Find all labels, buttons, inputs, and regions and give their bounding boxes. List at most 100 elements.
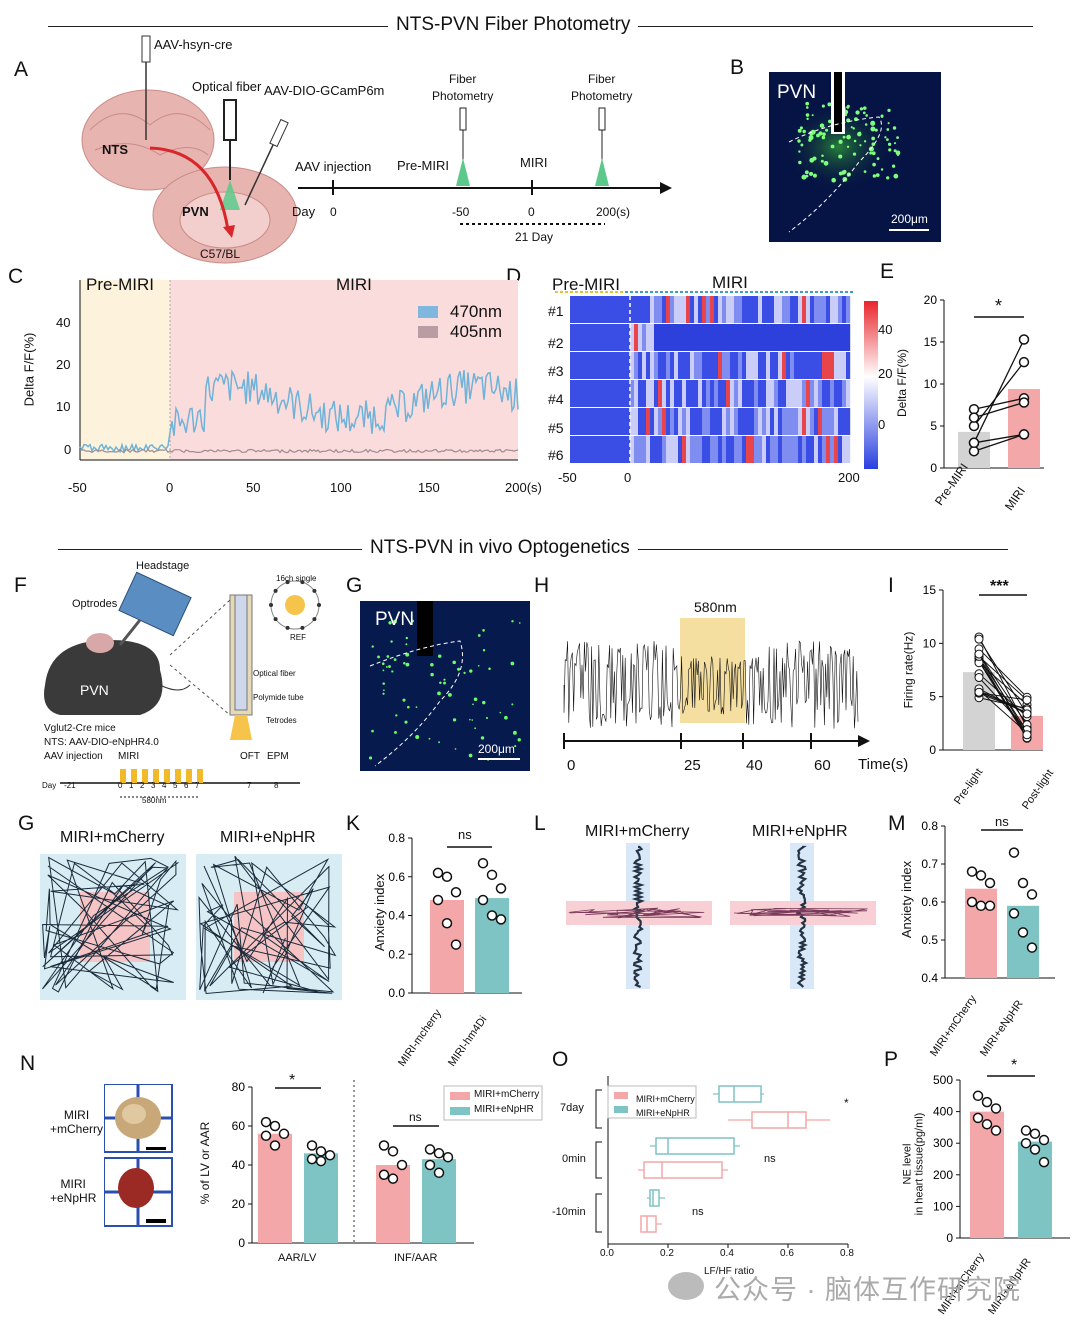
day-number: 0	[118, 781, 123, 790]
n-row2-label: MIRI +eNpHR	[50, 1177, 97, 1205]
panel-a-schematic	[81, 35, 672, 264]
o-xtick-1: 0.2	[660, 1248, 674, 1259]
c-xtick-100: 100	[330, 480, 352, 495]
nts-virus-label: NTS: AAV-DIO-eNpHR4.0	[44, 737, 159, 748]
data-point	[968, 420, 980, 432]
panel-letter-h: H	[534, 574, 550, 597]
ytick-label: 0.2	[388, 947, 405, 961]
d-xtick-200: 200	[838, 470, 860, 485]
d-row-6: #6	[548, 447, 564, 463]
ytick-label: 80	[232, 1080, 246, 1094]
box	[643, 1161, 723, 1179]
c-xtick-0: 0	[166, 480, 174, 495]
ytick-label: 0.4	[921, 971, 938, 985]
tetrodes-label: Tetrodes	[266, 716, 297, 725]
d-row-5: #5	[548, 420, 564, 436]
ytick-label: 15	[923, 583, 937, 597]
d-cbar-40: 40	[878, 322, 893, 337]
panel-g-region: PVN	[375, 609, 415, 630]
data-point	[984, 877, 996, 889]
epm-left-title: MIRI+mCherry	[585, 823, 690, 840]
ytick-label: 0.4	[388, 909, 405, 923]
ytick-label: 0.6	[388, 870, 405, 884]
photometry2-label: Fiber Photometry	[571, 72, 633, 103]
box	[640, 1215, 657, 1233]
dm21-label: -21	[64, 781, 76, 790]
epm-tracks	[566, 843, 876, 989]
panel-h-nm: 580nm	[694, 599, 737, 615]
ytick-label: 0.8	[388, 831, 405, 845]
n-group-1: AAR/LV	[278, 1252, 317, 1264]
data-point	[441, 871, 453, 882]
ytick-label: 10	[923, 636, 937, 650]
ytick-label: 5	[930, 419, 937, 433]
o-xtick-3: 0.6	[780, 1248, 794, 1259]
data-point	[278, 1128, 290, 1140]
panel-p-ylabel: NE level in heart tissue(pg/ml)	[901, 1112, 926, 1216]
data-point	[1029, 1128, 1041, 1139]
panel-p-sig: *	[1011, 1057, 1018, 1074]
miri-label-f: MIRI	[118, 751, 140, 762]
virus2-label: AAV-DIO-GCamP6m	[264, 83, 385, 98]
open-field-tracks	[40, 854, 342, 1000]
panel-m-sig: ns	[995, 814, 1009, 829]
h-xtick-0: 0	[567, 757, 576, 774]
data-point	[260, 1130, 272, 1141]
data-point	[269, 1140, 281, 1151]
day-number: 5	[173, 781, 178, 790]
day-number: 2	[140, 781, 145, 790]
panel-n-chart: 0 20 40 60 80	[232, 1080, 543, 1250]
data-point	[974, 687, 984, 697]
h-xtick-25: 25	[684, 757, 701, 774]
data-point	[378, 1169, 390, 1180]
ytick-label: 0.6	[921, 895, 938, 909]
data-point	[306, 1140, 318, 1151]
pvn-label-a: PVN	[182, 204, 209, 219]
data-point	[974, 673, 984, 683]
data-point	[387, 1173, 399, 1184]
panel-letter-c: C	[8, 265, 24, 288]
ytick-label: 200	[933, 1168, 953, 1182]
panel-p-chart: 0 100 200 300 400 500	[933, 1073, 1070, 1245]
nts-label: NTS	[102, 142, 128, 157]
data-point	[975, 900, 987, 912]
panel-letter-l: L	[534, 812, 546, 835]
o-sig-2: ns	[764, 1153, 776, 1165]
panel-m-chart: 0.4 0.5 0.6 0.7 0.8	[921, 819, 1055, 985]
data-point	[315, 1146, 327, 1157]
c-xtick-m50: -50	[68, 480, 87, 495]
panel-h-trace	[563, 618, 870, 749]
panel-f-schematic	[44, 571, 321, 798]
strain-label: C57/BL	[200, 247, 241, 261]
d-row-1: #1	[548, 303, 564, 319]
wechat-icon	[668, 1272, 704, 1300]
o-row-m10min: -10min	[552, 1206, 586, 1218]
panel-letter-k: K	[346, 812, 361, 835]
section-title-photometry: NTS-PVN Fiber Photometry	[388, 14, 639, 36]
panel-i-sig: ***	[990, 578, 1009, 595]
panel-o-chart	[595, 1076, 849, 1248]
fiber-label: Optical fiber	[192, 79, 262, 94]
fiber-label-f: Optical fiber	[253, 669, 296, 678]
data-point	[1018, 397, 1030, 408]
ytick-label: 0	[930, 461, 937, 475]
bar	[258, 1133, 292, 1243]
data-point	[378, 1140, 390, 1151]
data-point	[968, 412, 980, 423]
data-point	[433, 1148, 445, 1159]
data-point	[990, 1103, 1002, 1114]
d7-label: 7	[247, 781, 252, 790]
data-point	[1018, 429, 1030, 440]
of-right-title: MIRI+eNpHR	[220, 829, 316, 846]
data-point	[432, 867, 444, 879]
ref-label: REF	[290, 633, 306, 642]
o-legend-1: MIRI+mCherry	[636, 1094, 695, 1104]
panel-i-ylabel: Firing rate(Hz)	[901, 631, 916, 709]
headstage-label: Headstage	[136, 560, 190, 572]
data-point	[260, 1116, 272, 1128]
o-xtick-4: 0.8	[840, 1248, 854, 1259]
day-label: Day	[292, 204, 316, 219]
single-label: 16ch single	[276, 574, 317, 583]
panel-letter-b: B	[730, 56, 745, 79]
data-point	[966, 896, 978, 908]
